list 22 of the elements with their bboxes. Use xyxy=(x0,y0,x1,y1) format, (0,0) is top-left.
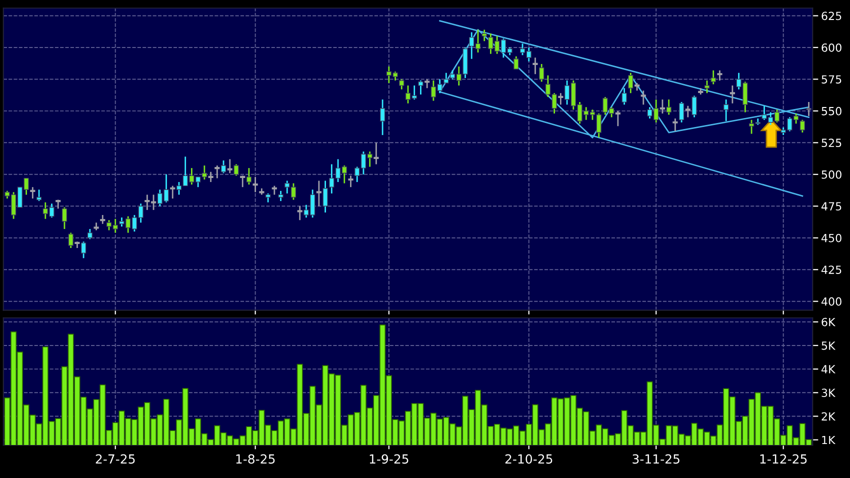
x-tick-label: 1-9-25 xyxy=(370,454,408,464)
x-tick-label: 2-7-25 xyxy=(96,454,135,464)
y-tick-label: 3K xyxy=(822,388,836,398)
y-tick-label: 575 xyxy=(822,75,842,84)
y-tick-label: 5K xyxy=(822,342,836,350)
y-tick-label: 625 xyxy=(822,12,842,20)
y-tick-label: 2K xyxy=(822,412,836,420)
y-tick-label: 425 xyxy=(821,266,842,274)
y-tick-label: 525 xyxy=(822,138,842,148)
x-tick-label: 1-12-25 xyxy=(760,454,807,464)
y-tick-label: 500 xyxy=(822,170,842,179)
y-tick-label: 600 xyxy=(822,43,842,52)
y-tick-label: 6K xyxy=(822,318,836,326)
y-tick-label: 475 xyxy=(821,202,842,211)
x-tick-label: 3-11-25 xyxy=(632,454,680,464)
x-tick-label: 2-10-25 xyxy=(505,454,552,464)
y-tick-label: 450 xyxy=(821,234,842,242)
y-tick-label: 4K xyxy=(821,365,836,374)
y-tick-label: 1K xyxy=(822,436,836,444)
y-tick-label: 550 xyxy=(822,106,842,116)
x-tick-label: 1-8-25 xyxy=(236,454,275,464)
y-tick-label: 400 xyxy=(821,297,842,306)
